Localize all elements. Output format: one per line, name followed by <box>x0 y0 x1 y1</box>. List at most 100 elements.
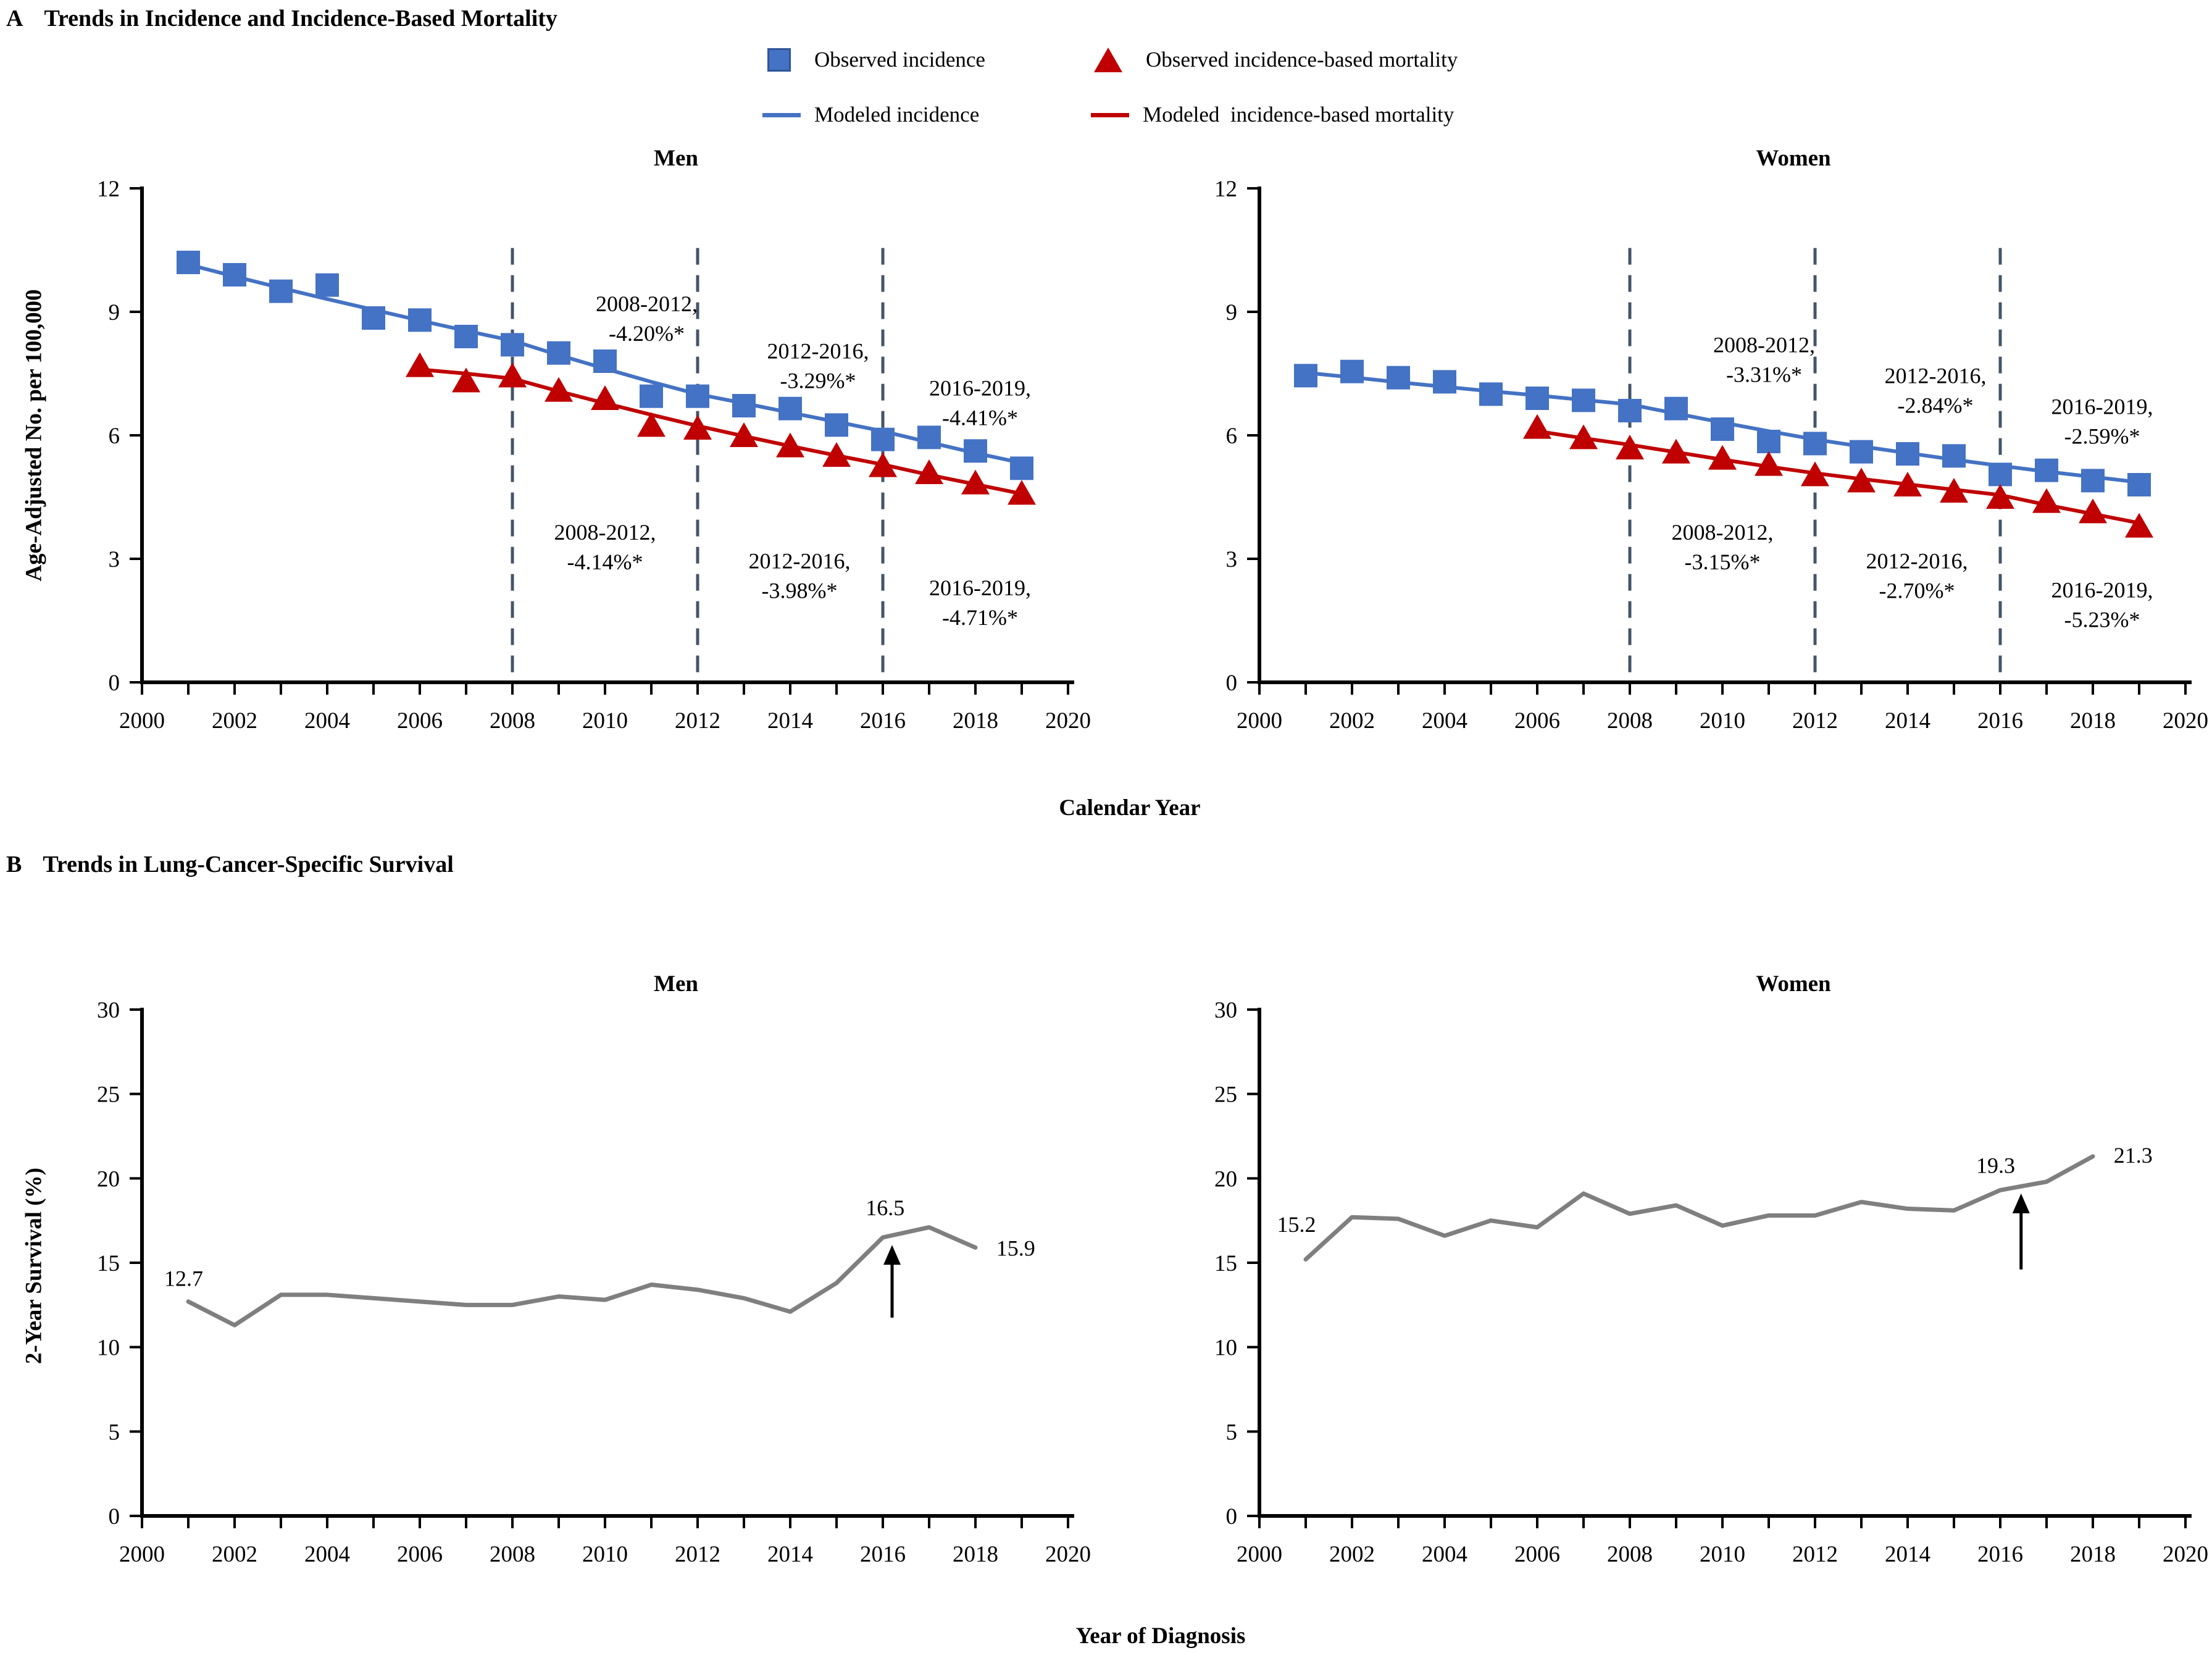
x-tick-label: 2020 <box>1045 708 1091 734</box>
y-tick-label: 5 <box>1226 1420 1238 1445</box>
x-tick-label: 2008 <box>490 1542 535 1567</box>
x-tick-label: 2002 <box>1329 708 1375 734</box>
apc-annotation: -3.31%* <box>1726 362 1802 387</box>
y-tick-label: 20 <box>97 1166 120 1192</box>
chart-svg: 2000 2002 2004 2006 2008 2010 2012 2014 2016 2018… <box>97 971 1091 1567</box>
x-tick-label: 2010 <box>1700 1542 1745 1567</box>
x-tick-label: 2000 <box>1237 1542 1282 1567</box>
x-tick-label: 2000 <box>119 1542 165 1567</box>
legend-label: Modeled incidence-based mortality <box>1143 103 1454 127</box>
x-tick-label: 2014 <box>1885 708 1930 734</box>
x-tick-label: 2014 <box>767 708 813 734</box>
apc-annotation: 2016-2019, <box>2051 395 2153 419</box>
apc-annotation: -2.70%* <box>1879 579 1955 603</box>
legend-item-modeled-incidence: Modeled incidence <box>762 102 979 128</box>
apc-annotation: 2008-2012, <box>1672 520 1774 545</box>
chart-svg: 2000 2002 2004 2006 2008 2010 2012 2014 2016 2018… <box>97 146 1091 734</box>
legend-label: Observed incidence-based mortality <box>1146 48 1458 72</box>
point-label: 21.3 <box>2114 1143 2153 1168</box>
apc-annotation: -2.59%* <box>2064 424 2140 449</box>
y-tick-label: 25 <box>97 1082 120 1108</box>
x-tick-label: 2016 <box>860 1542 906 1567</box>
x-tick-label: 2004 <box>1422 1542 1467 1567</box>
y-tick-label: 10 <box>97 1336 120 1361</box>
apc-annotation: -3.15%* <box>1685 550 1761 574</box>
y-tick-label: 10 <box>1214 1336 1237 1361</box>
point-label: 16.5 <box>866 1195 904 1220</box>
x-tick-label: 2016 <box>860 708 906 734</box>
x-tick-label: 2020 <box>2163 708 2208 734</box>
y-tick-label: 5 <box>109 1420 120 1445</box>
x-tick-label: 2010 <box>582 708 628 734</box>
apc-annotation: 2008-2012, <box>596 291 698 316</box>
apc-annotation: -4.20%* <box>609 321 685 346</box>
point-label: 12.7 <box>164 1266 203 1291</box>
apc-annotation: -2.84%* <box>1898 393 1974 418</box>
apc-annotation: 2008-2012, <box>1713 333 1815 358</box>
panel-b-label: B <box>6 852 22 877</box>
legend-item-modeled-mortality: Modeled incidence-based mortality <box>1091 102 1454 128</box>
x-tick-label: 2002 <box>212 1542 257 1567</box>
x-tick-label: 2012 <box>675 708 720 734</box>
panel-a-x-axis-label: Calendar Year <box>1059 795 1201 821</box>
y-tick-label: 0 <box>109 1504 120 1530</box>
legend-item-observed-mortality: Observed incidence-based mortality <box>1094 47 1458 73</box>
x-tick-label: 2018 <box>953 1542 998 1567</box>
apc-annotation: -3.29%* <box>780 369 856 393</box>
series-observed-incidence-based-mortality <box>406 352 1036 505</box>
apc-annotation: 2016-2019, <box>929 376 1031 401</box>
chart-svg: 2000 2002 2004 2006 2008 2010 2012 2014 2016 2018… <box>1214 971 2208 1567</box>
legend-item-observed-incidence: Observed incidence <box>767 47 985 73</box>
chart-title: Men <box>654 146 698 171</box>
x-tick-label: 2014 <box>1885 1542 1930 1567</box>
apc-annotation: 2016-2019, <box>2051 577 2153 602</box>
apc-annotation: 2008-2012, <box>554 520 656 545</box>
x-tick-label: 2014 <box>767 1542 813 1567</box>
arrow-head-icon <box>2012 1193 2030 1213</box>
x-tick-label: 2004 <box>304 708 350 734</box>
modeled-mortality-line-icon <box>1091 112 1129 117</box>
apc-annotation: -3.98%* <box>762 579 838 603</box>
chart-incidence-men: 2000 2002 2004 2006 2008 2010 2012 2014 2016 2018… <box>0 123 1106 861</box>
x-tick-label: 2000 <box>119 708 165 734</box>
chart-title: Women <box>1756 146 1831 171</box>
point-label: 15.9 <box>996 1236 1035 1260</box>
x-tick-label: 2008 <box>1607 708 1653 734</box>
y-tick-label: 3 <box>109 547 120 572</box>
panel-a-label: A <box>6 6 23 31</box>
legend-label: Modeled incidence <box>814 103 980 127</box>
x-tick-label: 2020 <box>2163 1542 2208 1567</box>
apc-annotation: 2012-2016, <box>749 549 851 574</box>
x-tick-label: 2004 <box>304 1542 350 1567</box>
point-label: 15.2 <box>1277 1212 1316 1237</box>
apc-annotation: 2012-2016, <box>1866 549 1968 574</box>
y-tick-label: 30 <box>97 998 120 1023</box>
modeled-incidence-line-icon <box>762 112 801 117</box>
apc-annotation: 2016-2019, <box>929 575 1031 600</box>
chart-title: Men <box>654 971 698 997</box>
x-tick-label: 2016 <box>1977 708 2023 734</box>
y-tick-label: 12 <box>97 177 120 202</box>
y-tick-label: 6 <box>1226 424 1238 449</box>
x-tick-label: 2010 <box>582 1542 628 1567</box>
x-tick-label: 2018 <box>2070 708 2116 734</box>
panel-b-x-axis-label: Year of Diagnosis <box>1075 1623 1246 1649</box>
apc-annotation: -5.23%* <box>2064 607 2140 632</box>
series-2-year-survival <box>1303 1154 2095 1262</box>
x-tick-label: 2008 <box>490 708 535 734</box>
series-observed-incidence <box>177 251 1033 480</box>
x-tick-label: 2008 <box>1607 1542 1653 1567</box>
y-tick-label: 15 <box>97 1251 120 1276</box>
point-label: 19.3 <box>1976 1153 2015 1178</box>
x-tick-label: 2002 <box>212 708 257 734</box>
observed-mortality-triangle-icon <box>1094 48 1122 72</box>
chart-incidence-women: 2000 2002 2004 2006 2008 2010 2012 2014 2016 2018… <box>1117 123 2212 861</box>
y-tick-label: 9 <box>109 300 120 325</box>
chart-survival-men: 2000 2002 2004 2006 2008 2010 2012 2014 2016 2018… <box>0 954 1106 1653</box>
x-tick-label: 2012 <box>1792 1542 1838 1567</box>
x-tick-label: 2012 <box>675 1542 720 1567</box>
y-tick-label: 0 <box>109 671 120 696</box>
y-tick-label: 20 <box>1214 1166 1237 1192</box>
x-tick-label: 2012 <box>1792 708 1838 734</box>
